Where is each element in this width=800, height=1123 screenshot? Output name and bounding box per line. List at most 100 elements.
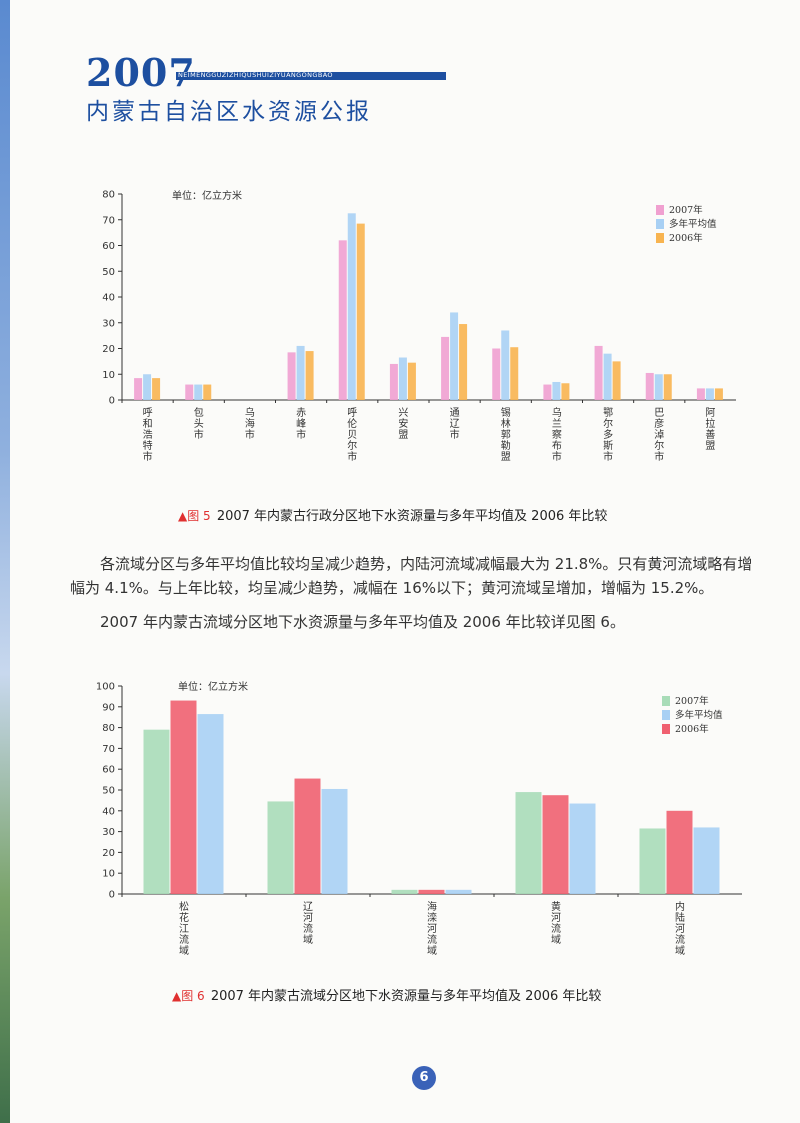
y-tick-label: 30 xyxy=(102,827,115,838)
category-label-char: 贝 xyxy=(347,429,357,441)
category-label-char: 黄 xyxy=(551,900,561,913)
bar xyxy=(143,374,152,400)
y-tick-label: 90 xyxy=(102,702,115,713)
category-label-char: 流 xyxy=(675,933,685,946)
bar xyxy=(645,372,654,400)
category-label-char: 淖 xyxy=(654,428,664,441)
category-label-char: 河 xyxy=(427,923,437,935)
figure6-caption-prefix: ▲图 6 xyxy=(172,989,205,1003)
category-label-char: 海 xyxy=(245,417,255,430)
y-tick-label: 0 xyxy=(109,890,115,901)
category-label-char: 彦 xyxy=(654,417,664,430)
category-label-char: 善 xyxy=(705,428,715,441)
figure6-caption-text: 2007 年内蒙古流域分区地下水资源量与多年平均值及 2006 年比较 xyxy=(210,989,602,1004)
body-paragraph-1: 各流域分区与多年平均值比较均呈减少趋势，内陆河流域减幅最大为 21.8%。只有黄… xyxy=(70,555,753,597)
legend-swatch xyxy=(662,710,670,720)
legend-swatch xyxy=(662,724,670,734)
bar xyxy=(197,714,224,894)
category-label-char: 域 xyxy=(551,933,561,946)
category-label-char: 滦 xyxy=(427,911,437,924)
category-label-char: 乌 xyxy=(245,406,255,419)
bar xyxy=(152,378,161,400)
bar xyxy=(569,803,596,894)
category-label-char: 安 xyxy=(398,417,408,430)
category-label-char: 尔 xyxy=(603,417,613,430)
category-label-char: 巴 xyxy=(654,407,664,419)
bar xyxy=(459,324,468,400)
legend-swatch xyxy=(656,233,664,243)
bar xyxy=(501,330,510,400)
bar xyxy=(654,374,663,400)
bar xyxy=(389,363,398,400)
legend-entry: 多年平均值 xyxy=(669,218,717,230)
bar xyxy=(552,381,561,400)
category-label-char: 浩 xyxy=(143,429,153,441)
body-paragraph-2: 2007 年内蒙古流域分区地下水资源量与多年平均值及 2006 年比较详见图 6… xyxy=(100,613,625,631)
category-label-char: 域 xyxy=(675,944,685,957)
category-label-char: 和 xyxy=(143,418,153,430)
category-label-char: 勒 xyxy=(501,439,511,452)
unit-label: 单位：亿立方米 xyxy=(172,189,242,202)
bar xyxy=(296,345,305,400)
y-tick-label: 60 xyxy=(102,241,115,252)
category-label-char: 市 xyxy=(194,428,204,441)
y-tick-label: 50 xyxy=(102,786,115,797)
bar xyxy=(294,778,321,894)
category-label-char: 河 xyxy=(303,912,313,924)
y-tick-label: 60 xyxy=(102,765,115,776)
category-label-char: 头 xyxy=(194,418,204,430)
bar xyxy=(418,889,445,894)
category-label-char: 通 xyxy=(450,407,460,419)
bar xyxy=(194,384,203,400)
bar xyxy=(663,374,672,400)
bar xyxy=(612,361,621,400)
header-pinyin: NEIMENGGUZIZHIQUSHUIZIYUANGONGBAO xyxy=(178,71,333,79)
figure6-caption: ▲图 6 2007 年内蒙古流域分区地下水资源量与多年平均值及 2006 年比较 xyxy=(172,985,601,1004)
bar xyxy=(450,312,459,400)
category-label-char: 尔 xyxy=(654,439,664,452)
y-tick-label: 10 xyxy=(102,370,115,381)
legend-entry: 2007年 xyxy=(669,204,703,216)
legend-swatch xyxy=(662,696,670,706)
category-label-char: 伦 xyxy=(347,417,357,430)
category-label-char: 盟 xyxy=(501,451,511,463)
y-tick-label: 80 xyxy=(102,723,115,734)
page-header: 2007 NEIMENGGUZIZHIQUSHUIZIYUANGONGBAO 内… xyxy=(80,48,446,125)
category-label-char: 流 xyxy=(303,922,313,935)
category-label-char: 郭 xyxy=(501,428,511,441)
bar xyxy=(321,788,348,894)
bar xyxy=(407,362,416,400)
header-title: 内蒙古自治区水资源公报 xyxy=(86,99,372,125)
y-tick-label: 20 xyxy=(102,344,115,355)
y-tick-label: 40 xyxy=(102,806,115,817)
category-label-char: 河 xyxy=(675,923,685,935)
category-label-char: 辽 xyxy=(450,418,460,430)
bar xyxy=(693,827,720,894)
bar xyxy=(542,795,569,894)
category-label-char: 内 xyxy=(675,900,685,913)
bar xyxy=(356,223,365,400)
category-label-char: 市 xyxy=(603,450,613,463)
category-label-char: 陆 xyxy=(675,911,685,924)
category-label-char: 察 xyxy=(552,428,562,441)
category-label-char: 流 xyxy=(179,933,189,946)
bar xyxy=(203,384,212,400)
category-label-char: 兴 xyxy=(398,407,408,419)
figure5-caption: ▲图 5 2007 年内蒙古行政分区地下水资源量与多年平均值及 2006 年比较 xyxy=(178,505,607,524)
category-label-char: 域 xyxy=(427,944,437,957)
category-label-char: 乌 xyxy=(552,406,562,419)
category-label-char: 域 xyxy=(303,933,313,946)
legend-entry: 2006年 xyxy=(675,723,709,735)
bar xyxy=(347,213,356,400)
category-label-char: 盟 xyxy=(705,440,715,452)
category-label-char: 峰 xyxy=(296,418,306,430)
category-label-char: 市 xyxy=(654,450,664,463)
bar xyxy=(267,801,294,894)
category-label-char: 呼 xyxy=(347,407,357,419)
bar xyxy=(714,388,723,400)
figure5-caption-text: 2007 年内蒙古行政分区地下水资源量与多年平均值及 2006 年比较 xyxy=(216,509,608,524)
category-label-char: 锡 xyxy=(501,406,511,419)
legend-entry: 多年平均值 xyxy=(675,709,723,721)
